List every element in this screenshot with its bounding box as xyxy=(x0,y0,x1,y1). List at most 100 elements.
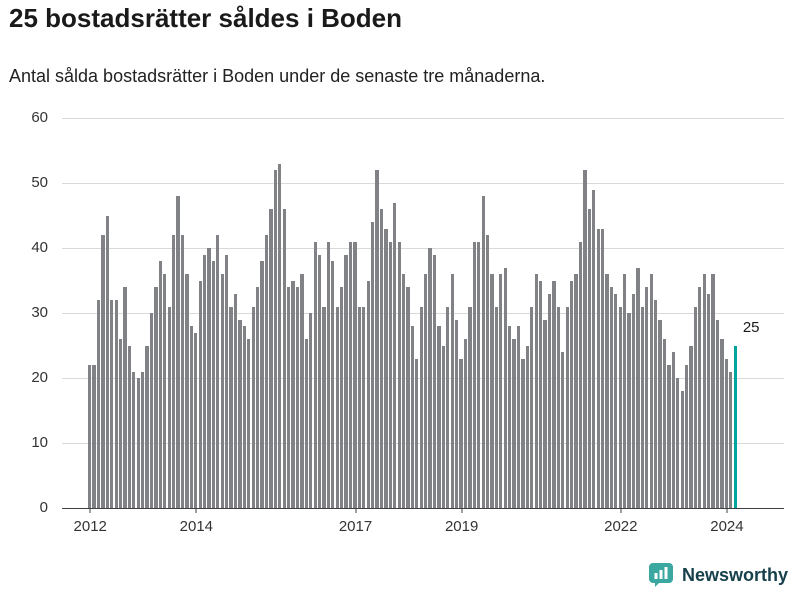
newsworthy-icon xyxy=(648,563,673,587)
bar xyxy=(198,280,202,508)
bar xyxy=(348,241,353,508)
bar xyxy=(503,267,507,508)
y-axis-tick-label: 0 xyxy=(39,499,48,516)
bar xyxy=(127,345,132,508)
bar xyxy=(525,345,530,508)
bar xyxy=(432,254,437,508)
bar xyxy=(185,274,189,508)
bar xyxy=(273,170,277,508)
bar xyxy=(446,306,450,508)
bar xyxy=(472,241,476,508)
bar xyxy=(331,261,335,508)
plot-area: 0 10 20 30 40 50 60 2012 2014 2017 2019 2022 2024 25 xyxy=(31,109,784,535)
bar xyxy=(313,241,317,508)
chart-title: 25 bostadsrätter såldes i Boden xyxy=(9,3,403,33)
bar xyxy=(264,235,269,508)
bar xyxy=(401,274,406,508)
bar xyxy=(225,254,229,508)
bar xyxy=(441,345,445,508)
bar xyxy=(251,306,255,508)
bar xyxy=(180,235,185,508)
bar xyxy=(123,287,127,508)
bar xyxy=(658,319,662,508)
bar xyxy=(114,300,118,508)
bar xyxy=(671,352,675,508)
bar xyxy=(278,163,282,508)
bar xyxy=(132,371,136,508)
bar xyxy=(419,306,423,508)
bar xyxy=(233,293,238,508)
bar xyxy=(105,215,109,508)
bar xyxy=(539,280,543,508)
bar xyxy=(295,287,300,508)
bar xyxy=(384,228,388,508)
bar xyxy=(353,241,357,508)
bar xyxy=(481,196,485,508)
bar xyxy=(636,267,640,508)
bar xyxy=(583,170,587,508)
y-axis-tick-label: 30 xyxy=(31,304,48,321)
x-axis-tick-label: 2017 xyxy=(338,518,373,535)
y-axis-tick-label: 60 xyxy=(31,109,48,126)
bar xyxy=(344,254,348,508)
bar xyxy=(653,300,658,508)
bar xyxy=(702,274,706,508)
bar xyxy=(260,261,264,508)
bar xyxy=(667,365,671,508)
bar xyxy=(406,287,410,508)
bar xyxy=(676,378,680,508)
bar xyxy=(698,287,702,508)
y-axis-tick-label: 10 xyxy=(31,434,48,451)
bar xyxy=(317,254,322,508)
bar xyxy=(561,352,565,508)
x-axis-tick xyxy=(461,508,463,513)
bar xyxy=(238,319,242,508)
bar xyxy=(189,326,193,508)
bar xyxy=(256,287,260,508)
bar xyxy=(569,280,574,508)
bar xyxy=(176,196,180,508)
bar xyxy=(707,293,711,508)
x-axis-tick xyxy=(620,508,622,513)
bar xyxy=(600,228,605,508)
bar xyxy=(388,241,392,508)
x-axis-tick-label: 2024 xyxy=(710,518,744,535)
bar xyxy=(88,365,92,508)
bar xyxy=(410,326,415,508)
bar xyxy=(397,241,401,508)
x-axis-tick xyxy=(355,508,357,513)
x-axis-tick xyxy=(726,508,728,513)
bar xyxy=(596,228,600,508)
bar xyxy=(729,371,733,508)
bar xyxy=(335,306,339,508)
bar xyxy=(592,189,596,508)
value-annotation: 25 xyxy=(742,318,760,336)
bar xyxy=(309,313,313,508)
bar xyxy=(715,319,720,508)
bar xyxy=(618,306,622,508)
bar xyxy=(455,319,459,508)
bar xyxy=(216,235,220,508)
bar xyxy=(145,345,149,508)
bar xyxy=(485,235,490,508)
bar xyxy=(340,287,344,508)
bar xyxy=(516,326,521,508)
x-axis-tick-label: 2014 xyxy=(179,518,214,535)
bar xyxy=(645,287,649,508)
bar xyxy=(459,358,463,508)
bar xyxy=(242,326,247,508)
bar xyxy=(468,306,472,508)
bar xyxy=(300,274,304,508)
bar xyxy=(207,248,211,508)
bar xyxy=(247,339,251,508)
bar xyxy=(194,332,198,508)
bar xyxy=(631,293,636,508)
bar xyxy=(662,339,667,508)
bar xyxy=(684,365,689,508)
bar xyxy=(202,254,207,508)
bar xyxy=(450,274,454,508)
bar xyxy=(428,248,432,508)
bar xyxy=(565,306,569,508)
bar xyxy=(680,391,684,508)
bar xyxy=(724,358,728,508)
